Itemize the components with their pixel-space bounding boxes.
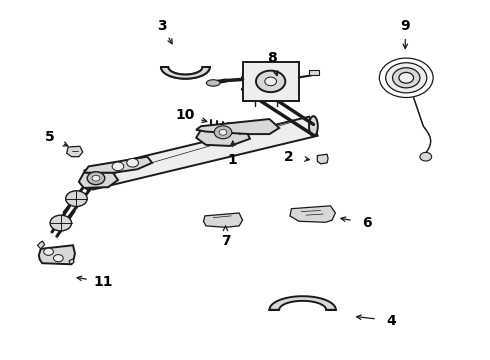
Polygon shape	[84, 157, 152, 173]
Text: 3: 3	[157, 19, 167, 33]
Text: 6: 6	[362, 216, 372, 230]
Polygon shape	[290, 206, 335, 222]
Text: 5: 5	[45, 130, 54, 144]
Polygon shape	[196, 128, 250, 146]
Circle shape	[214, 126, 232, 139]
Polygon shape	[270, 296, 336, 310]
Circle shape	[53, 255, 63, 262]
Polygon shape	[161, 67, 210, 79]
Polygon shape	[37, 241, 45, 249]
FancyBboxPatch shape	[309, 70, 319, 76]
Circle shape	[92, 175, 100, 181]
Circle shape	[420, 152, 432, 161]
Text: 9: 9	[400, 19, 410, 33]
FancyBboxPatch shape	[243, 62, 299, 101]
Circle shape	[44, 248, 53, 255]
Polygon shape	[203, 213, 243, 227]
Text: 8: 8	[267, 51, 277, 65]
Polygon shape	[69, 259, 74, 264]
Circle shape	[112, 162, 124, 171]
Text: 4: 4	[387, 314, 396, 328]
Ellipse shape	[84, 170, 93, 190]
Polygon shape	[318, 154, 328, 164]
Circle shape	[379, 58, 433, 98]
Polygon shape	[67, 146, 83, 157]
Text: 11: 11	[94, 275, 113, 289]
Circle shape	[87, 172, 105, 185]
Ellipse shape	[206, 80, 220, 86]
Text: 2: 2	[284, 150, 294, 164]
Circle shape	[127, 158, 139, 167]
Polygon shape	[84, 117, 318, 190]
Polygon shape	[79, 173, 118, 188]
Text: 1: 1	[228, 153, 238, 167]
Text: 7: 7	[220, 234, 230, 248]
Circle shape	[386, 63, 427, 93]
Circle shape	[392, 68, 420, 88]
Circle shape	[265, 77, 276, 86]
Polygon shape	[39, 245, 75, 264]
Circle shape	[66, 191, 87, 207]
Polygon shape	[196, 119, 279, 134]
Ellipse shape	[309, 116, 318, 136]
Circle shape	[50, 215, 72, 231]
Text: 10: 10	[176, 108, 195, 122]
Circle shape	[256, 71, 285, 92]
Circle shape	[219, 130, 227, 135]
Circle shape	[399, 72, 414, 83]
